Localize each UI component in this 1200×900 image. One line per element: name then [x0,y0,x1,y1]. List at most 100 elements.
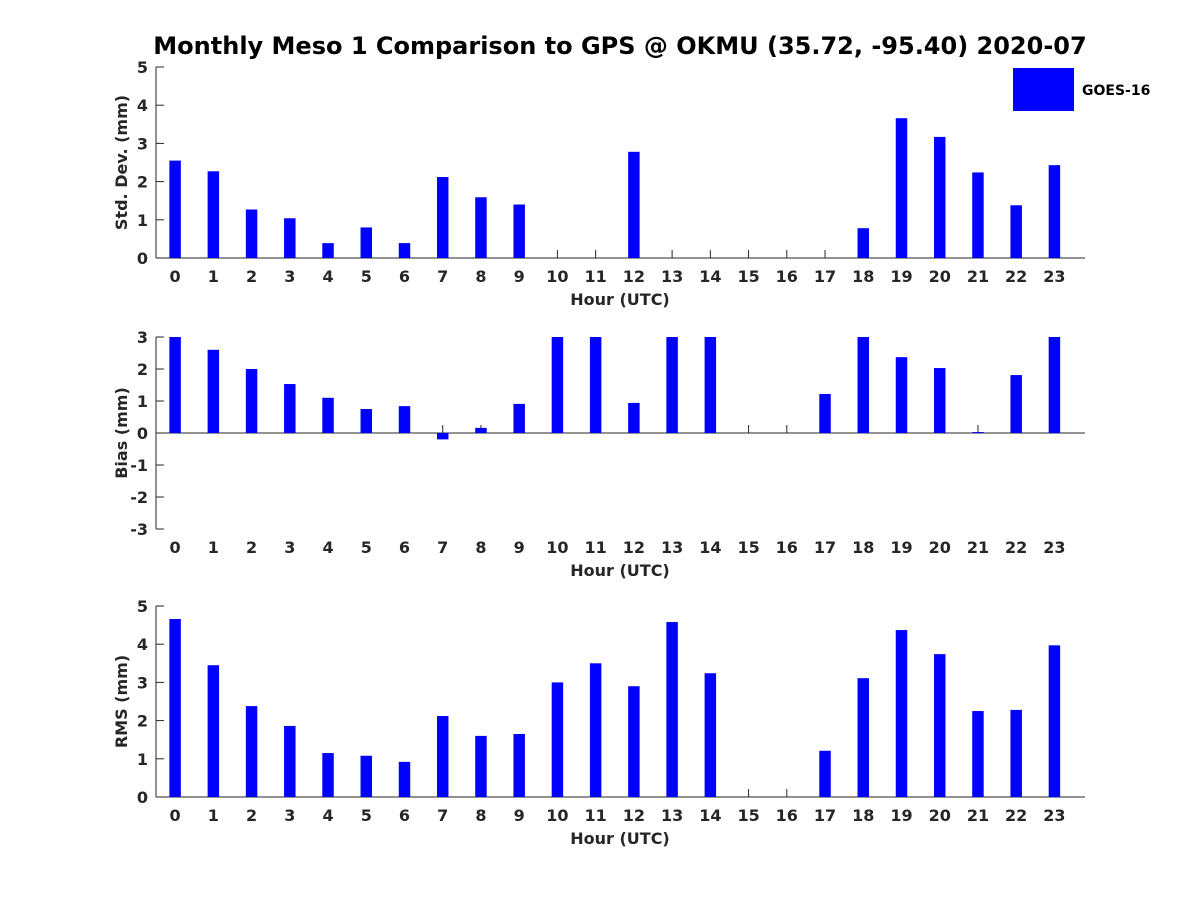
y-tick-label: 4 [137,635,148,654]
chart-title: Monthly Meso 1 Comparison to GPS @ OKMU … [153,32,1086,60]
x-tick-label: 6 [399,538,410,557]
x-tick-label: 13 [661,267,683,286]
x-tick-label: 16 [776,267,798,286]
x-tick-label: 0 [170,267,181,286]
x-tick-label: 2 [246,538,257,557]
x-tick-label: 4 [322,267,333,286]
x-tick-label: 12 [623,267,645,286]
y-tick-label: 2 [137,712,148,731]
bar-hour-12 [628,151,640,258]
bar-hour-11 [589,337,602,433]
bar-hour-20 [933,654,946,797]
bar-hour-10 [551,337,564,433]
y-tick-label: 4 [137,96,148,115]
bar-hour-3 [284,725,296,797]
x-axis-label: Hour (UTC) [570,829,670,848]
bar-hour-20 [933,368,946,433]
x-tick-label: 4 [322,538,333,557]
bar-hour-4 [322,753,334,797]
x-tick-label: 17 [814,538,836,557]
bar-hour-0 [169,160,181,258]
bar-hour-5 [360,755,373,797]
x-tick-label: 20 [929,267,951,286]
x-tick-label: 22 [1005,806,1027,825]
x-tick-label: 19 [890,806,912,825]
x-tick-label: 5 [361,267,372,286]
bar-hour-23 [1048,645,1061,797]
bar-hour-21 [972,172,984,258]
x-tick-label: 5 [361,538,372,557]
x-tick-label: 20 [929,806,951,825]
x-tick-label: 2 [246,806,257,825]
x-tick-label: 13 [661,538,683,557]
legend-label-goes-16: GOES-16 [1082,83,1150,99]
bar-hour-4 [322,397,334,433]
x-tick-label: 8 [475,806,486,825]
bar-hour-19 [895,630,908,797]
bar-hour-12 [628,686,640,797]
x-tick-label: 18 [852,267,874,286]
bar-hour-10 [551,682,564,797]
bar-hour-8 [475,735,487,797]
bar-hour-22 [1010,205,1022,258]
bar-hour-18 [857,337,869,433]
x-tick-label: 23 [1043,538,1065,557]
y-tick-label: 0 [137,249,148,268]
bar-hour-6 [398,761,411,797]
bar-hour-22 [1010,709,1022,797]
x-tick-label: 3 [284,538,295,557]
x-tick-label: 7 [437,267,448,286]
bar-hour-1 [207,349,220,433]
x-tick-label: 5 [361,806,372,825]
bar-hour-9 [513,403,525,433]
y-tick-label: 1 [137,392,148,411]
bar-hour-23 [1048,337,1061,433]
x-tick-label: 19 [890,538,912,557]
x-tick-label: 23 [1043,267,1065,286]
x-tick-label: 17 [814,267,836,286]
bar-hour-7 [436,716,449,797]
x-tick-label: 9 [514,538,525,557]
bar-hour-2 [245,369,258,433]
bar-hour-21 [972,711,984,797]
x-tick-label: 11 [585,267,607,286]
y-tick-label: -3 [130,520,148,539]
y-tick-label: 0 [137,424,148,443]
x-tick-label: 21 [967,538,989,557]
x-tick-label: 6 [399,267,410,286]
x-tick-label: 6 [399,806,410,825]
y-axis-label: Std. Dev. (mm) [112,95,131,230]
x-tick-label: 1 [208,806,219,825]
bar-hour-5 [360,409,373,433]
x-tick-label: 7 [437,538,448,557]
x-tick-label: 3 [284,267,295,286]
x-tick-label: 0 [170,806,181,825]
x-tick-label: 14 [699,806,721,825]
x-tick-label: 16 [776,806,798,825]
bar-hour-23 [1048,165,1061,258]
x-tick-label: 10 [546,806,568,825]
bar-hour-2 [245,706,258,797]
bar-hour-1 [207,665,220,797]
x-tick-label: 2 [246,267,257,286]
y-tick-label: 0 [137,788,148,807]
bar-hour-9 [513,733,525,797]
x-tick-label: 14 [699,267,721,286]
y-tick-label: 3 [137,328,148,347]
y-axis-label: RMS (mm) [112,655,131,748]
x-tick-label: 15 [737,267,759,286]
y-tick-label: 1 [137,211,148,230]
x-tick-label: 19 [890,267,912,286]
y-tick-label: 3 [137,673,148,692]
bar-hour-1 [207,171,220,258]
bar-hour-17 [819,393,831,433]
x-tick-label: 1 [208,538,219,557]
bar-hour-3 [284,218,296,258]
x-tick-label: 1 [208,267,219,286]
bar-hour-13 [666,622,678,797]
